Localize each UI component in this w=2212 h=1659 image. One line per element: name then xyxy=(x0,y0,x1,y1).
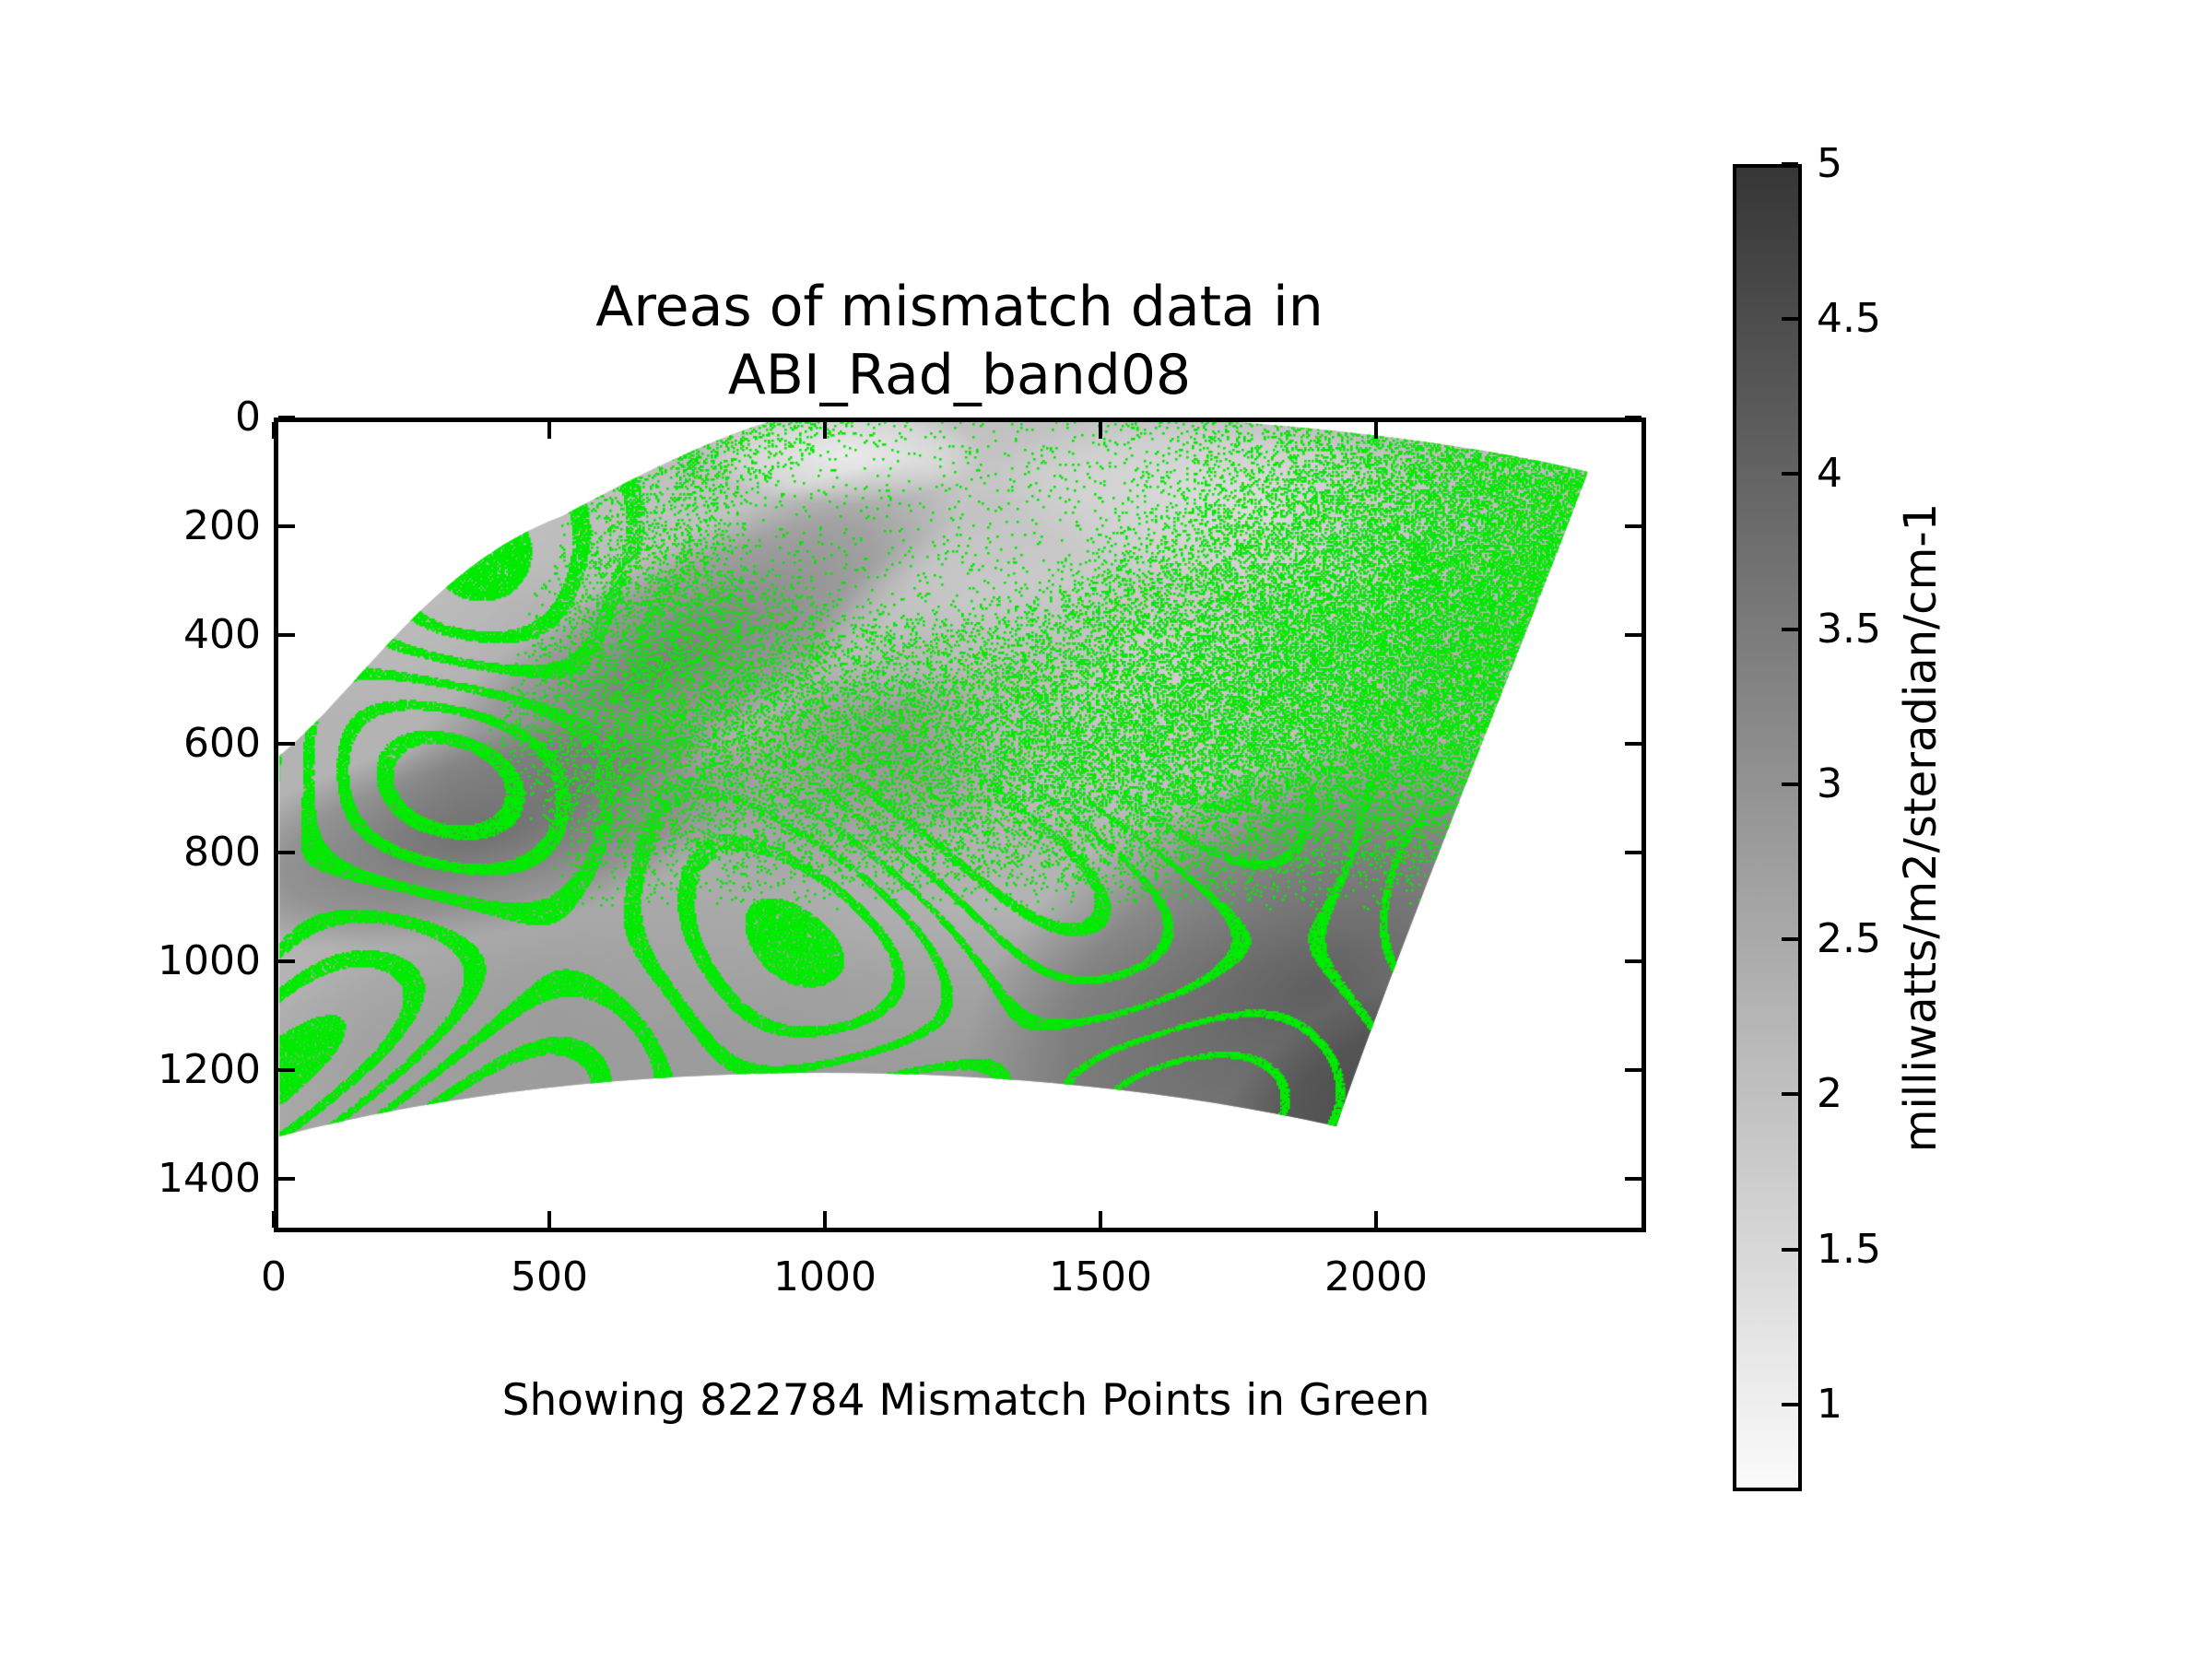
y-tick-label: 800 xyxy=(183,829,261,877)
y-tick-label: 1400 xyxy=(158,1155,261,1203)
chart-title-line1: Areas of mismatch data in xyxy=(595,275,1324,339)
y-tick-mark xyxy=(1625,742,1641,747)
colorbar-tick-mark xyxy=(1782,782,1798,786)
colorbar-tick-label: 2.5 xyxy=(1817,915,1881,963)
y-tick-mark xyxy=(278,851,295,855)
y-tick-mark xyxy=(278,416,295,419)
colorbar-tick-label: 1 xyxy=(1817,1380,1842,1428)
y-tick-mark xyxy=(278,742,295,747)
y-tick-mark xyxy=(278,633,295,638)
x-tick-mark xyxy=(1373,1211,1378,1228)
y-tick-mark xyxy=(278,959,295,964)
y-tick-label: 200 xyxy=(183,502,261,550)
colorbar-tick-label: 3.5 xyxy=(1817,605,1881,653)
y-tick-label: 1000 xyxy=(158,937,261,985)
y-tick-mark xyxy=(1625,1068,1641,1073)
x-tick-label: 2000 xyxy=(1324,1253,1428,1300)
colorbar-gradient xyxy=(1736,168,1798,1488)
x-tick-label: 1000 xyxy=(772,1253,877,1300)
colorbar-tick-mark xyxy=(1782,1092,1798,1097)
x-tick-mark xyxy=(1098,1211,1102,1228)
colorbar-tick-label: 2 xyxy=(1817,1070,1842,1118)
colorbar-tick-mark xyxy=(1782,627,1798,631)
x-tick-label: 500 xyxy=(510,1253,588,1300)
x-tick-mark xyxy=(547,422,551,439)
colorbar-tick-label: 4 xyxy=(1817,450,1842,498)
colorbar-tick-mark xyxy=(1782,162,1798,166)
colorbar-tick-label: 1.5 xyxy=(1817,1225,1881,1273)
y-tick-mark xyxy=(278,1177,295,1182)
y-tick-label: 1200 xyxy=(158,1046,261,1094)
colorbar-tick-mark xyxy=(1782,1402,1798,1406)
x-tick-mark xyxy=(272,1211,276,1228)
x-tick-label: 1500 xyxy=(1048,1253,1152,1300)
y-tick-mark xyxy=(1625,633,1641,638)
y-tick-mark xyxy=(278,524,295,529)
y-tick-mark xyxy=(1625,524,1641,529)
plot-axes-box xyxy=(274,418,1646,1232)
x-tick-mark xyxy=(822,422,827,439)
mismatch-caption: Showing 822784 Mismatch Points in Green xyxy=(501,1375,1430,1426)
colorbar-tick-mark xyxy=(1782,472,1798,477)
colorbar-unit-label: milliwatts/m2/steradian/cm-1 xyxy=(1895,502,1947,1153)
colorbar-tick-label: 5 xyxy=(1817,140,1842,187)
x-tick-label: 0 xyxy=(261,1253,287,1300)
x-tick-mark xyxy=(822,1211,827,1228)
colorbar-tick-label: 4.5 xyxy=(1817,295,1881,343)
chart-title: Areas of mismatch data in ABI_Rad_band08 xyxy=(314,273,1605,409)
y-tick-label: 400 xyxy=(183,611,261,659)
colorbar-tick-mark xyxy=(1782,317,1798,322)
y-tick-label: 0 xyxy=(235,394,261,441)
colorbar-tick-mark xyxy=(1782,937,1798,942)
chart-title-line2: ABI_Rad_band08 xyxy=(727,343,1192,407)
x-tick-mark xyxy=(272,422,276,439)
colorbar-tick-label: 3 xyxy=(1817,759,1842,807)
y-tick-mark xyxy=(1625,1177,1641,1182)
y-tick-mark xyxy=(1625,959,1641,964)
x-tick-mark xyxy=(1098,422,1102,439)
colorbar-tick-mark xyxy=(1782,1247,1798,1252)
y-tick-mark xyxy=(278,1068,295,1073)
mismatch-swath-image xyxy=(274,418,1646,1232)
y-tick-label: 600 xyxy=(183,720,261,768)
x-tick-mark xyxy=(1373,422,1378,439)
y-tick-mark xyxy=(1625,416,1641,419)
colorbar xyxy=(1733,164,1802,1491)
x-tick-mark xyxy=(547,1211,551,1228)
y-tick-mark xyxy=(1625,851,1641,855)
